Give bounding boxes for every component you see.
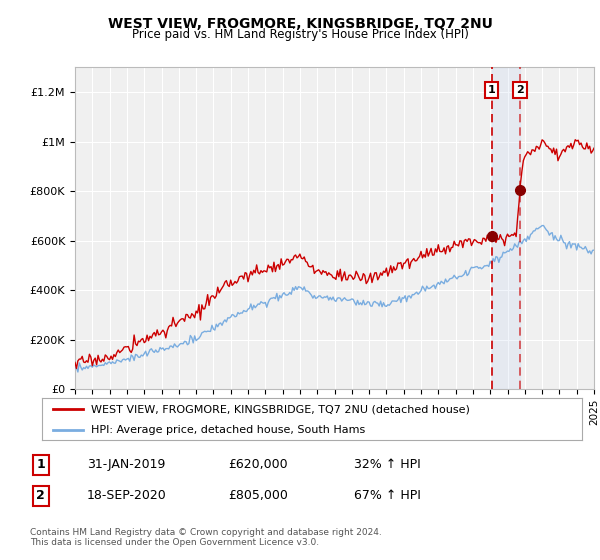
Text: 2: 2: [37, 489, 45, 502]
Text: 67% ↑ HPI: 67% ↑ HPI: [354, 489, 421, 502]
Text: HPI: Average price, detached house, South Hams: HPI: Average price, detached house, Sout…: [91, 426, 365, 435]
Text: £620,000: £620,000: [228, 458, 287, 472]
Text: Price paid vs. HM Land Registry's House Price Index (HPI): Price paid vs. HM Land Registry's House …: [131, 28, 469, 41]
Bar: [491, 67, 520, 389]
Text: Contains HM Land Registry data © Crown copyright and database right 2024.
This d: Contains HM Land Registry data © Crown c…: [30, 528, 382, 547]
Text: WEST VIEW, FROGMORE, KINGSBRIDGE, TQ7 2NU (detached house): WEST VIEW, FROGMORE, KINGSBRIDGE, TQ7 2N…: [91, 404, 469, 414]
Text: 2: 2: [516, 85, 524, 95]
Text: WEST VIEW, FROGMORE, KINGSBRIDGE, TQ7 2NU: WEST VIEW, FROGMORE, KINGSBRIDGE, TQ7 2N…: [107, 17, 493, 31]
Text: £805,000: £805,000: [228, 489, 288, 502]
Text: 1: 1: [488, 85, 496, 95]
Text: 1: 1: [37, 458, 45, 472]
Text: 31-JAN-2019: 31-JAN-2019: [87, 458, 166, 472]
Text: 32% ↑ HPI: 32% ↑ HPI: [354, 458, 421, 472]
Text: 18-SEP-2020: 18-SEP-2020: [87, 489, 167, 502]
